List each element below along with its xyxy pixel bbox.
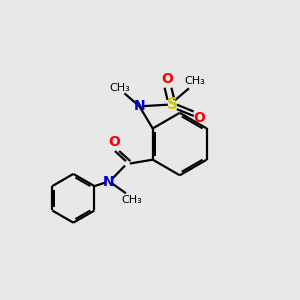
Text: S: S bbox=[167, 97, 178, 112]
Text: O: O bbox=[194, 111, 205, 125]
Text: CH₃: CH₃ bbox=[110, 83, 130, 93]
Text: CH₃: CH₃ bbox=[122, 195, 142, 205]
Text: N: N bbox=[103, 175, 115, 189]
Text: O: O bbox=[162, 72, 173, 86]
Text: O: O bbox=[108, 135, 120, 149]
Text: N: N bbox=[134, 99, 145, 113]
Text: CH₃: CH₃ bbox=[184, 76, 205, 86]
